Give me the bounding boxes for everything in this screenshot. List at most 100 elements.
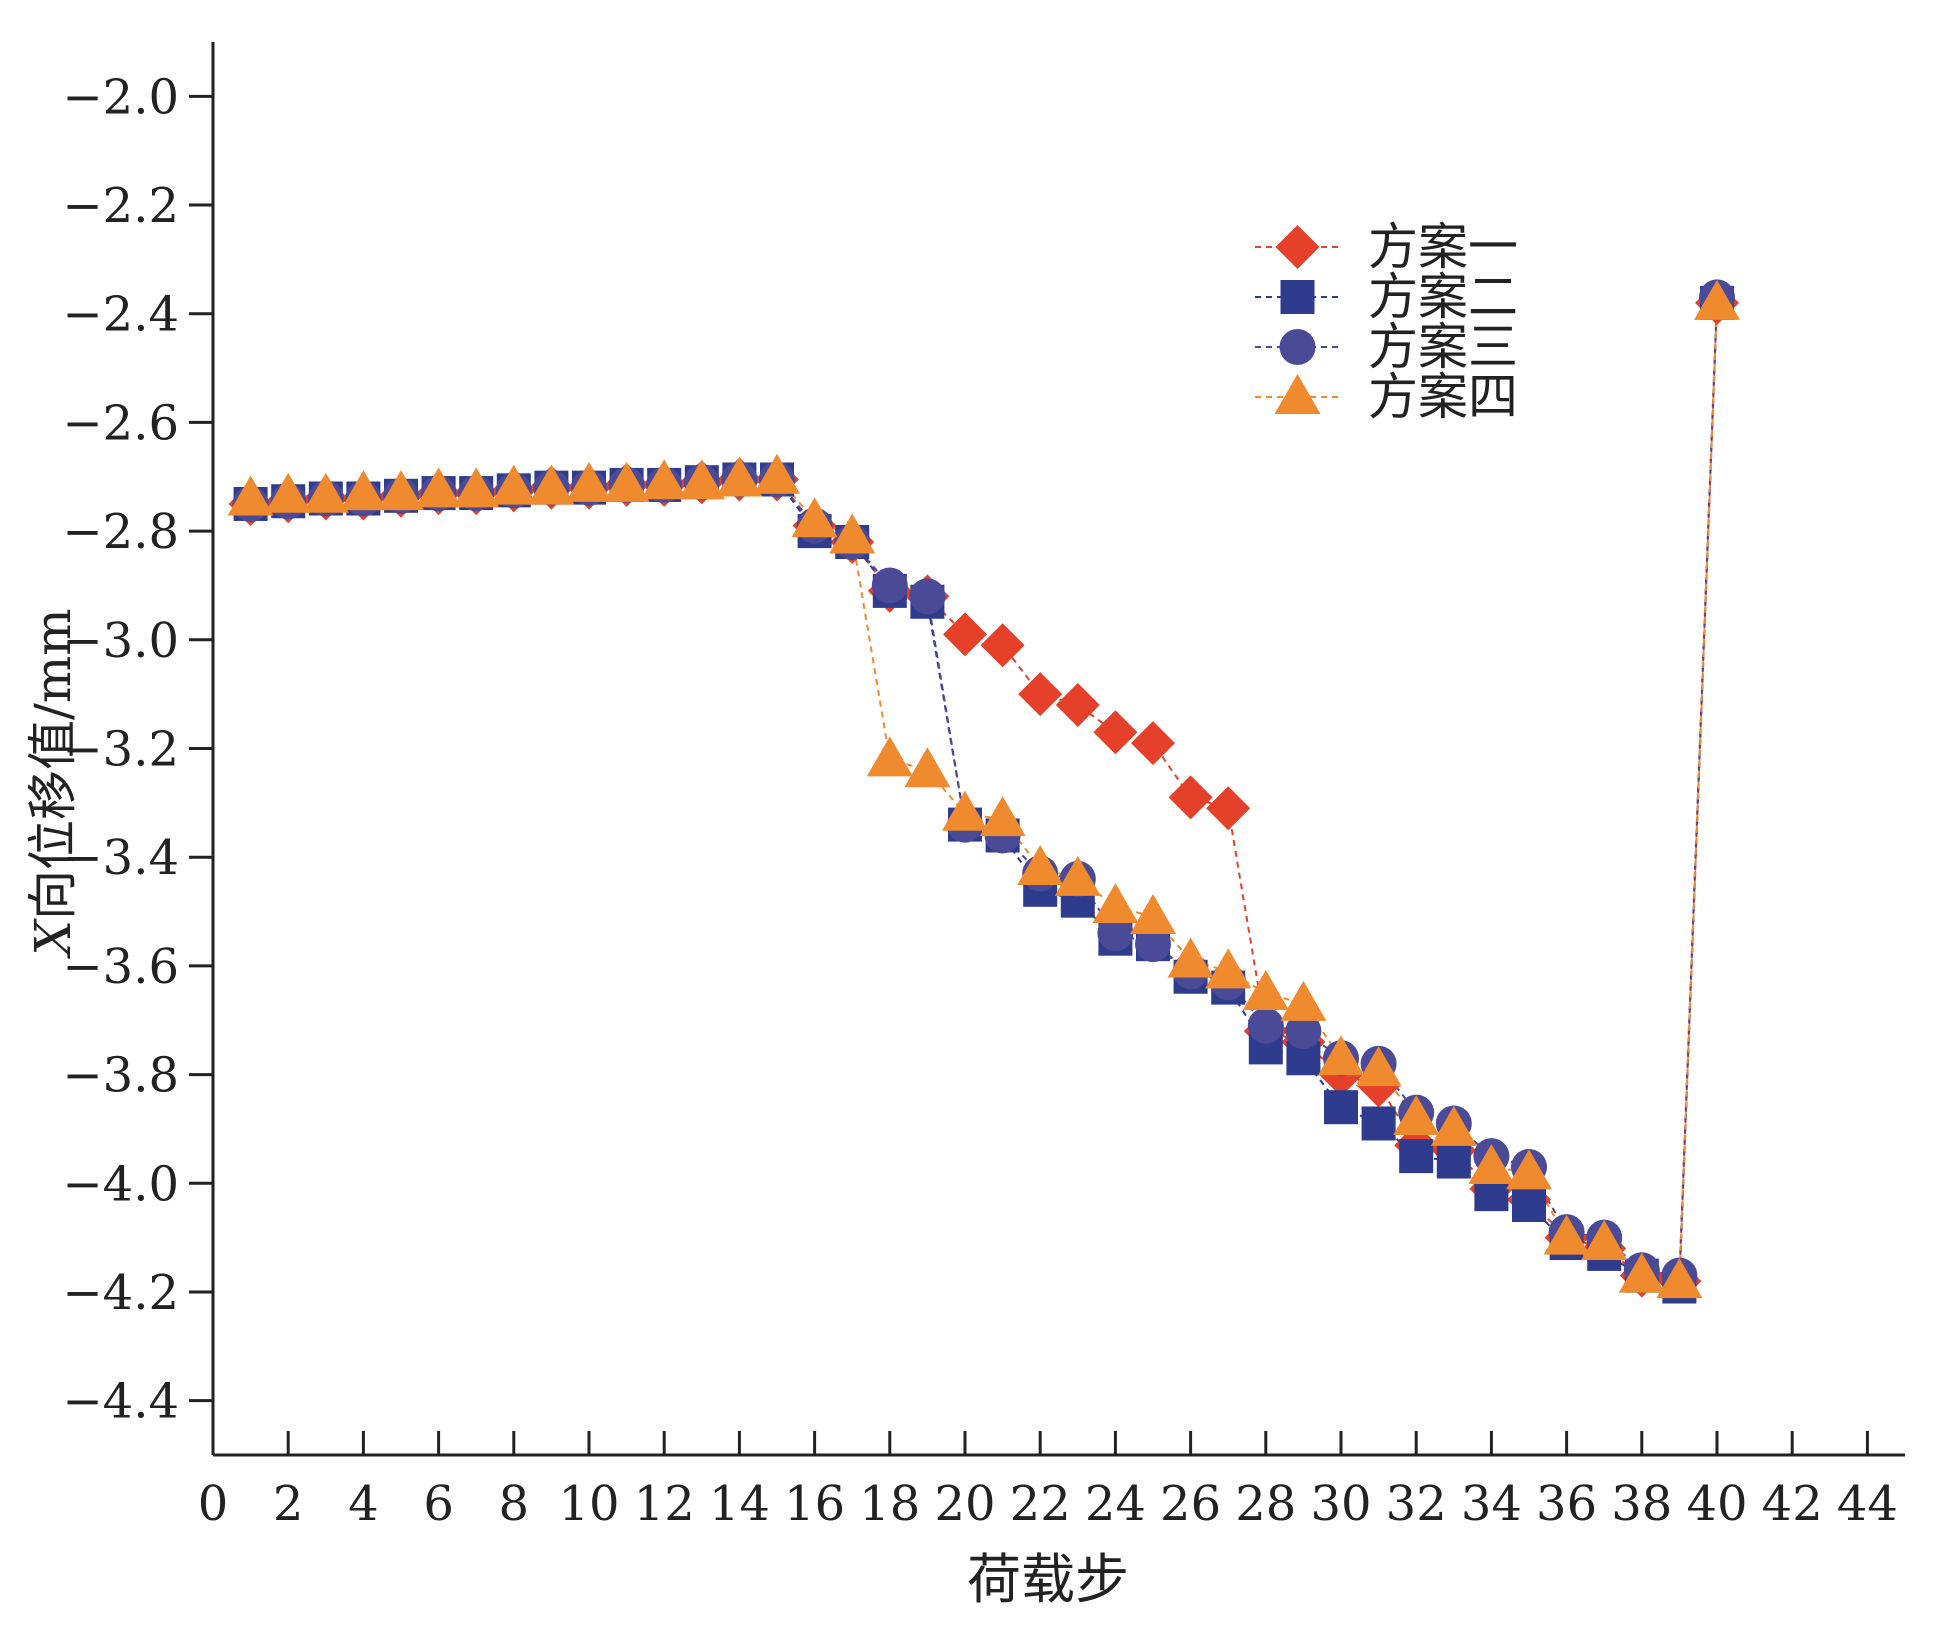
data-point — [829, 513, 876, 554]
axes: −2.0 −2.2 −2.4 −2.6 −2.8 −3.0 −3.2 −3.4 −3.6 −3.8… — [62, 42, 1905, 1532]
data-point — [1468, 1143, 1515, 1184]
series-line-3 — [250, 297, 1718, 1277]
data-point — [1054, 855, 1101, 896]
legend-label: 方案二 — [1368, 268, 1518, 326]
y-tick-label: −2.6 — [62, 395, 179, 451]
x-tick-label: 28 — [1235, 1476, 1296, 1532]
data-point — [1355, 1046, 1402, 1087]
data-point — [1618, 1252, 1665, 1293]
data-point — [1280, 980, 1327, 1021]
data-point — [1135, 926, 1171, 963]
legend-item: 方案二 — [1255, 268, 1518, 326]
axis-titles: 荷载步 X向位移值/mm — [24, 608, 1129, 1611]
data-point — [1581, 1220, 1628, 1261]
data-point — [340, 470, 387, 511]
x-tick-label: 36 — [1536, 1476, 1597, 1532]
x-tick-label: 12 — [634, 1476, 695, 1532]
series-lines — [250, 297, 1718, 1288]
legend-marker — [1279, 329, 1316, 365]
data-point — [1512, 1188, 1546, 1223]
data-point — [1097, 915, 1134, 952]
x-tick-label: 4 — [348, 1476, 379, 1532]
data-point — [1092, 883, 1139, 924]
data-point — [1361, 1106, 1396, 1141]
legend-label: 方案三 — [1368, 318, 1518, 376]
y-tick-label: −2.8 — [62, 504, 179, 560]
data-point — [943, 612, 987, 657]
x-tick-label: 10 — [558, 1476, 619, 1532]
data-point — [1506, 1149, 1552, 1190]
data-point — [1168, 775, 1213, 820]
data-point — [566, 461, 612, 502]
data-point — [1131, 721, 1175, 766]
data-point — [980, 623, 1025, 668]
series-markers — [227, 279, 1740, 1304]
data-point — [1694, 279, 1740, 320]
data-point — [490, 464, 537, 505]
y-tick-label: −4.0 — [62, 1156, 179, 1212]
y-tick-label: −3.4 — [62, 830, 179, 886]
x-axis-title: 荷载步 — [967, 1548, 1129, 1611]
data-point — [716, 456, 763, 497]
x-tick-label: 30 — [1310, 1476, 1371, 1532]
data-point — [1130, 893, 1176, 934]
legend-item: 方案三 — [1255, 318, 1518, 376]
y-tick-label: −2.2 — [62, 178, 179, 234]
x-tick-label: 20 — [934, 1476, 995, 1532]
data-point — [528, 464, 575, 505]
x-tick-label: 8 — [499, 1476, 530, 1532]
data-point — [1017, 845, 1064, 886]
x-tick-label: 26 — [1160, 1476, 1221, 1532]
series-line-2 — [250, 302, 1718, 1288]
x-tick-label: 38 — [1611, 1476, 1672, 1532]
data-point — [1543, 1214, 1590, 1255]
data-point — [979, 796, 1026, 837]
y-axis-title-variable: X — [24, 918, 82, 960]
data-point — [1318, 1035, 1364, 1076]
y-tick-label: −2.0 — [62, 69, 179, 125]
series-3-points — [232, 279, 1735, 1294]
legend-label: 方案四 — [1368, 368, 1518, 426]
series-1-points — [228, 280, 1739, 1304]
y-axis-title-text: 向位移值/mm — [24, 608, 82, 920]
legend-item: 方案四 — [1255, 368, 1518, 426]
x-tick-label: 18 — [859, 1476, 920, 1532]
y-tick-label: −3.0 — [62, 613, 179, 669]
data-point — [378, 470, 424, 511]
x-tick-label: 14 — [709, 1476, 770, 1532]
legend-item: 方案一 — [1255, 218, 1518, 276]
y-tick-label: −3.8 — [62, 1048, 179, 1104]
x-tick-label: 6 — [423, 1476, 454, 1532]
data-point — [678, 459, 725, 500]
series-line-4 — [250, 302, 1718, 1283]
data-point — [942, 790, 988, 831]
data-point — [1018, 672, 1063, 717]
data-point — [866, 736, 913, 777]
data-point — [909, 578, 946, 615]
x-tick-label: 42 — [1762, 1476, 1823, 1532]
data-point — [1285, 1013, 1322, 1050]
data-point — [1430, 1105, 1477, 1146]
series-4-points — [227, 279, 1740, 1299]
legend-marker — [1280, 280, 1315, 314]
data-point — [1247, 1007, 1284, 1044]
x-tick-label: 44 — [1837, 1476, 1898, 1532]
data-point — [603, 461, 650, 502]
data-point — [791, 497, 838, 538]
data-point — [453, 467, 500, 508]
x-tick-label: 32 — [1386, 1476, 1447, 1532]
data-point — [302, 472, 349, 513]
legend-label: 方案一 — [1368, 218, 1518, 276]
data-point — [1206, 786, 1251, 831]
data-point — [641, 459, 688, 500]
x-tick-label: 34 — [1461, 1476, 1522, 1532]
data-point — [1393, 1095, 1440, 1136]
data-point — [1656, 1258, 1703, 1299]
data-point — [1167, 937, 1214, 978]
data-point — [415, 467, 462, 508]
data-point — [754, 453, 800, 494]
x-tick-label: 24 — [1085, 1476, 1146, 1532]
